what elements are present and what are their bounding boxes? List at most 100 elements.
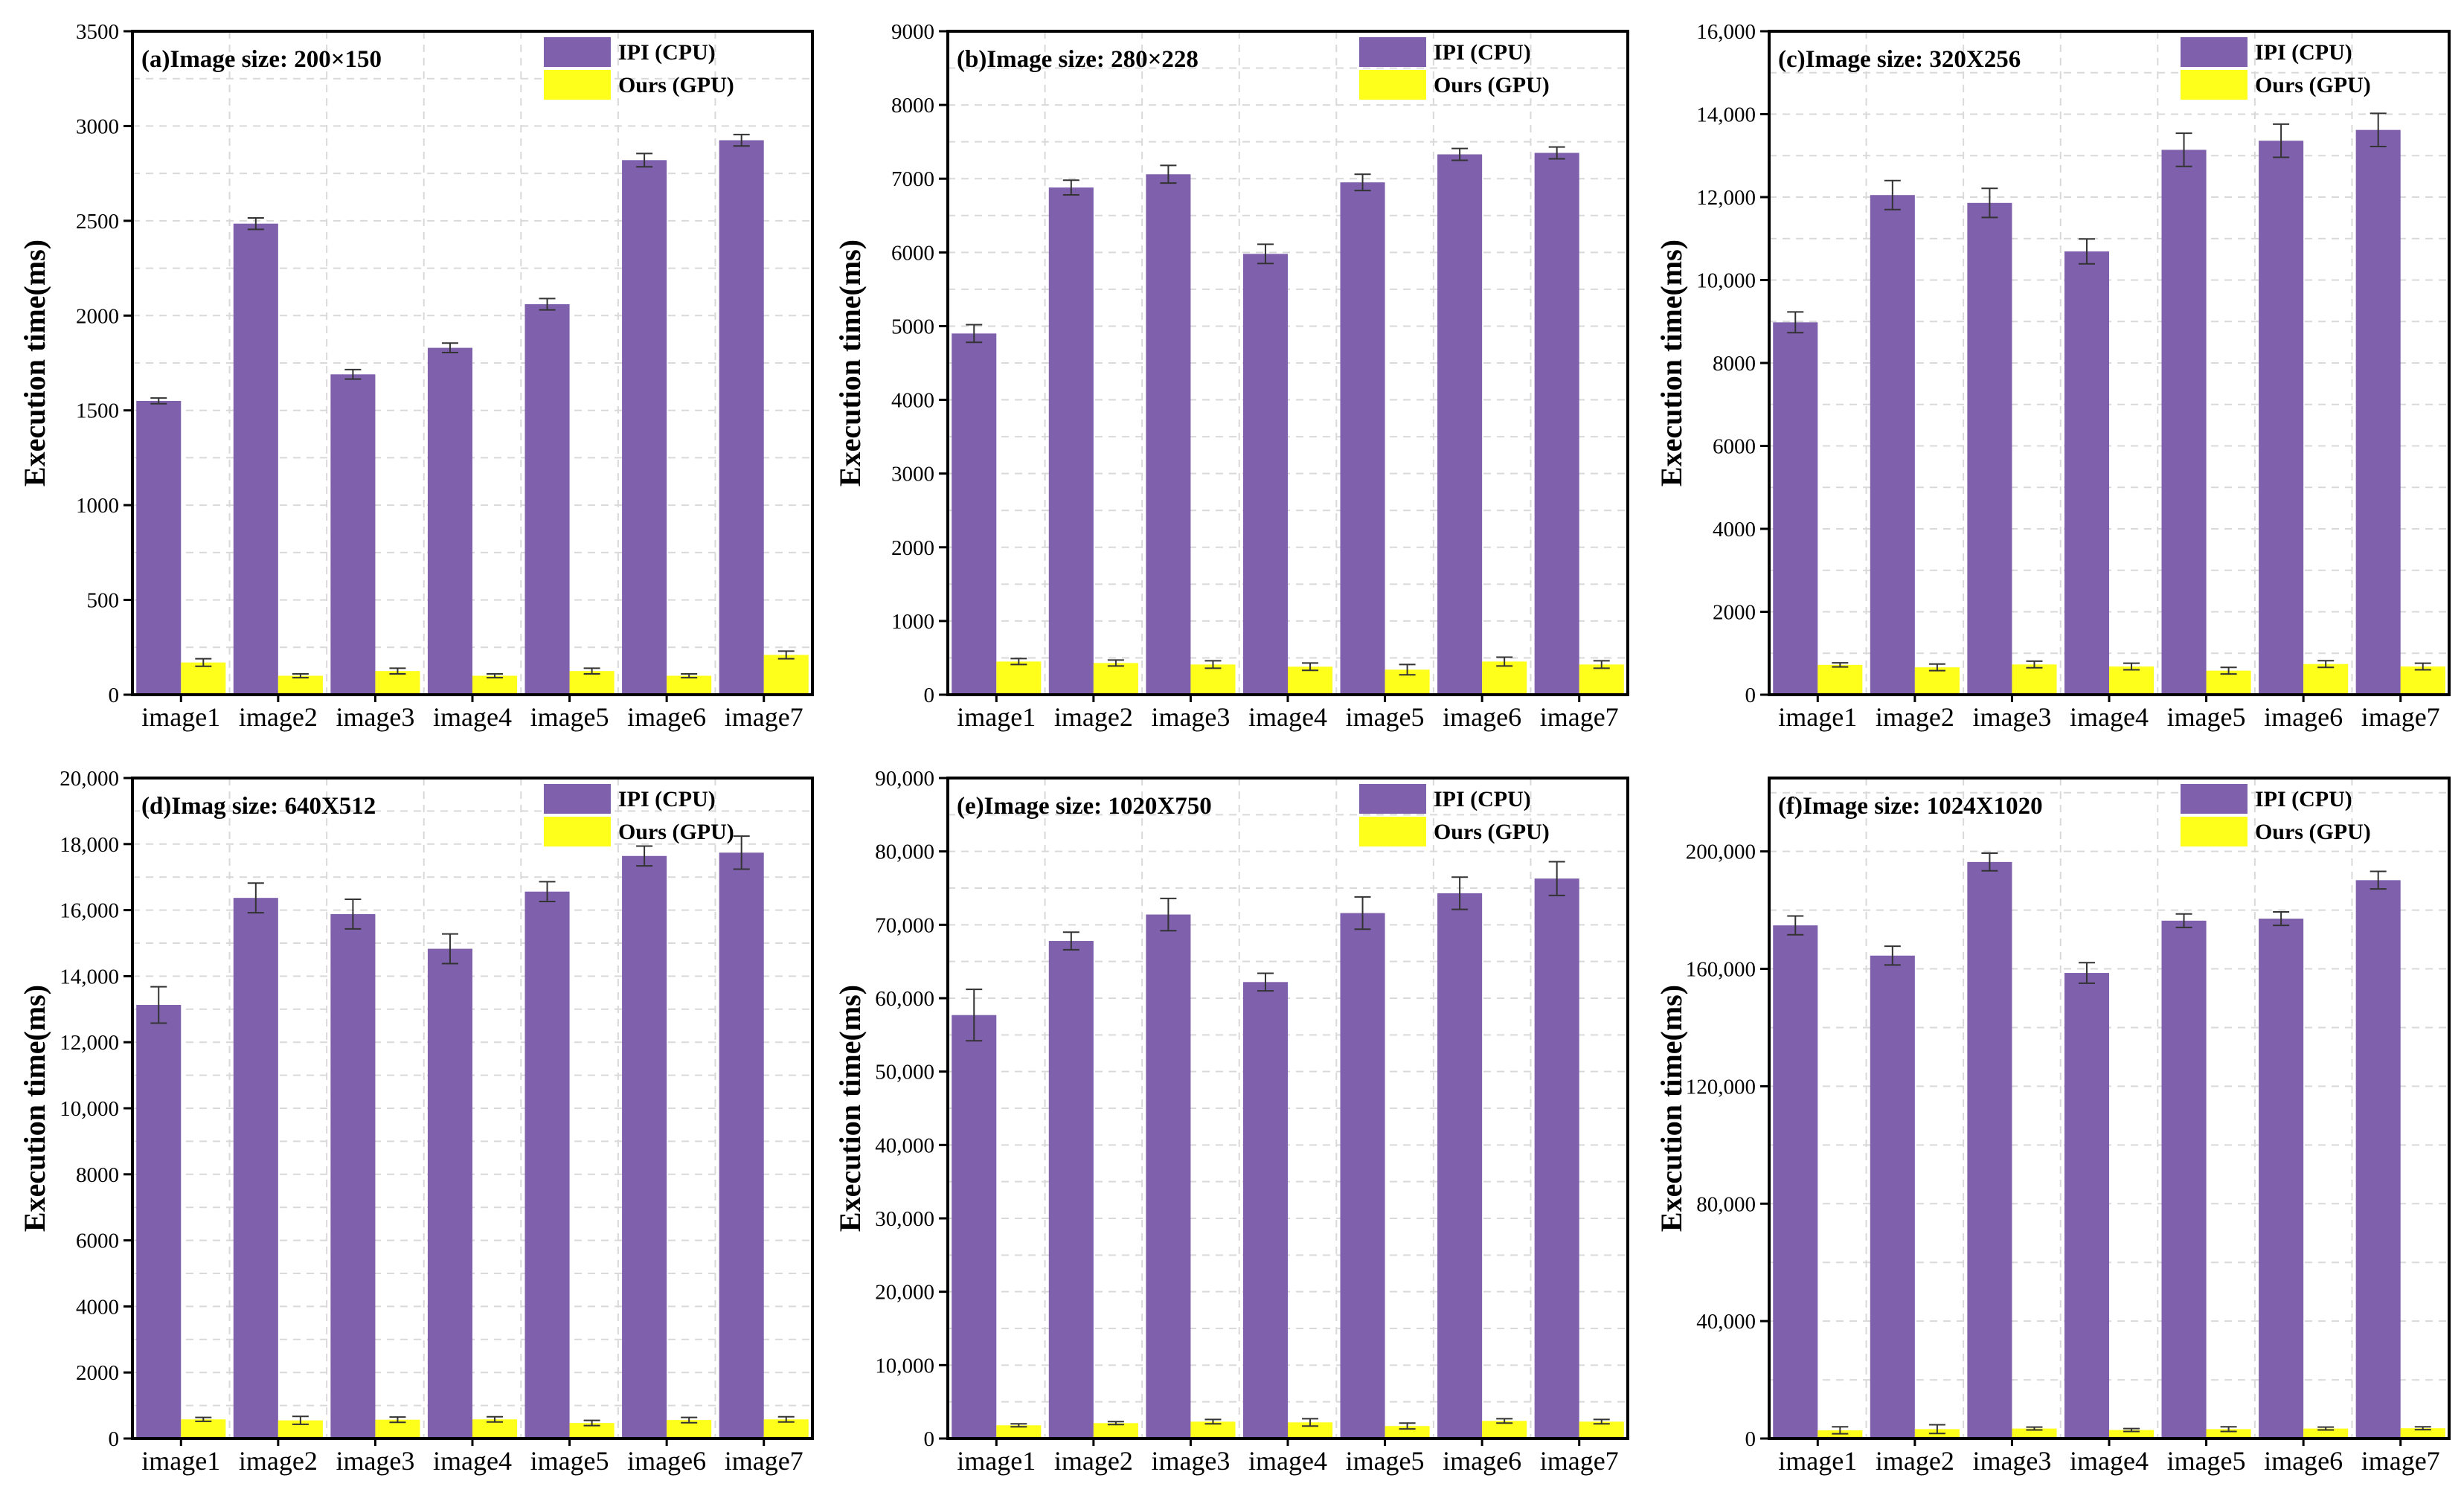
y-tick-label: 0 xyxy=(1745,684,1756,707)
bar-ipi-cpu xyxy=(1967,202,2012,695)
legend-label: IPI (CPU) xyxy=(1434,40,1531,65)
legend-label: IPI (CPU) xyxy=(1434,787,1531,811)
x-tick-label: image7 xyxy=(2361,702,2440,732)
y-tick-label: 16,000 xyxy=(1696,20,1756,44)
bar-ours-gpu xyxy=(1288,1422,1333,1439)
bar-ours-gpu xyxy=(1482,661,1527,695)
x-tick-label: image6 xyxy=(627,702,706,732)
bar-ours-gpu xyxy=(569,671,615,695)
bar-ipi-cpu xyxy=(1048,187,1094,695)
legend-label: Ours (GPU) xyxy=(618,820,734,844)
legend-swatch xyxy=(543,37,611,67)
legend-swatch xyxy=(2180,817,2248,846)
bar-ipi-cpu xyxy=(1534,152,1579,695)
y-tick-label: 0 xyxy=(109,1427,120,1451)
bar-ipi-cpu xyxy=(427,948,472,1439)
x-tick-label: image2 xyxy=(239,702,318,732)
chart-title: (a)Image size: 200×150 xyxy=(141,46,382,73)
x-tick-label: image4 xyxy=(433,1446,512,1476)
chart-panel-5: 0 10,000 20,000 30,000 40,000 50,000 60,000 70,… xyxy=(833,767,1629,1476)
bar-ipi-cpu xyxy=(952,333,997,695)
bar-ipi-cpu xyxy=(1242,982,1288,1439)
legend-label: IPI (CPU) xyxy=(618,787,716,811)
chart-panel-2: 0 1000 2000 3000 4000 5000 6000 7000 8000 9000 ima… xyxy=(833,20,1629,732)
legend-label: IPI (CPU) xyxy=(2255,40,2352,65)
bar-ipi-cpu xyxy=(233,223,278,695)
x-tick-label: image7 xyxy=(725,1446,803,1476)
y-axis-label: Execution time(ms) xyxy=(18,240,51,486)
legend-swatch xyxy=(1358,37,1426,67)
bar-ours-gpu xyxy=(763,655,809,695)
x-tick-label: image3 xyxy=(336,702,414,732)
x-tick-label: image2 xyxy=(1054,1446,1133,1476)
chart-panel-3: 0 2000 4000 6000 8000 10,000 12,000 14,000 16,00… xyxy=(1655,20,2451,732)
bar-ipi-cpu xyxy=(2259,919,2304,1439)
y-tick-label: 120,000 xyxy=(1686,1075,1756,1099)
y-tick-label: 7000 xyxy=(891,167,934,191)
y-axis-label: Execution time(ms) xyxy=(1655,985,1688,1232)
y-tick-label: 500 xyxy=(87,589,120,613)
legend-swatch xyxy=(2180,784,2248,814)
x-tick-label: image3 xyxy=(1972,1446,2051,1476)
bar-ours-gpu xyxy=(1482,1421,1527,1439)
bar-ipi-cpu xyxy=(1242,254,1288,695)
y-tick-label: 4000 xyxy=(891,389,934,413)
legend-label: Ours (GPU) xyxy=(2255,73,2371,97)
x-tick-label: image1 xyxy=(957,1446,1036,1476)
y-tick-label: 0 xyxy=(924,1427,935,1451)
y-tick-label: 0 xyxy=(1745,1427,1756,1451)
legend-label: IPI (CPU) xyxy=(618,40,716,65)
bar-ipi-cpu xyxy=(1773,925,1818,1439)
bar-ours-gpu xyxy=(1579,1421,1624,1439)
legend-label: Ours (GPU) xyxy=(1434,73,1550,97)
y-axis-label: Execution time(ms) xyxy=(18,985,51,1232)
bar-ours-gpu xyxy=(1190,664,1236,695)
x-tick-label: image2 xyxy=(239,1446,318,1476)
bar-ipi-cpu xyxy=(1870,195,1915,695)
y-axis-label: Execution time(ms) xyxy=(833,985,867,1232)
y-tick-label: 40,000 xyxy=(1696,1310,1756,1334)
y-tick-label: 200,000 xyxy=(1686,841,1756,864)
bar-ours-gpu xyxy=(2012,1428,2057,1439)
legend-swatch xyxy=(1358,817,1426,846)
y-tick-label: 12,000 xyxy=(1696,186,1756,210)
x-tick-label: image1 xyxy=(957,702,1036,732)
x-tick-label: image1 xyxy=(141,1446,220,1476)
legend-swatch xyxy=(543,817,611,846)
bar-ipi-cpu xyxy=(1340,913,1385,1439)
y-tick-label: 1000 xyxy=(891,610,934,634)
x-tick-label: image2 xyxy=(1054,702,1133,732)
y-tick-label: 80,000 xyxy=(1696,1192,1756,1216)
y-tick-label: 2000 xyxy=(1713,601,1756,625)
x-tick-label: image7 xyxy=(725,702,803,732)
bar-ours-gpu xyxy=(667,675,712,695)
x-tick-label: image5 xyxy=(1346,702,1425,732)
bar-ours-gpu xyxy=(1385,1426,1430,1439)
y-tick-label: 40,000 xyxy=(875,1134,934,1157)
x-tick-label: image3 xyxy=(1151,1446,1230,1476)
y-tick-label: 10,000 xyxy=(875,1354,934,1378)
y-tick-label: 3000 xyxy=(76,115,119,138)
bar-ipi-cpu xyxy=(2355,880,2401,1439)
y-tick-label: 30,000 xyxy=(875,1207,934,1231)
bar-ours-gpu xyxy=(2400,666,2445,695)
y-tick-label: 2000 xyxy=(76,304,119,328)
y-tick-label: 1000 xyxy=(76,494,119,518)
y-tick-label: 14,000 xyxy=(1696,103,1756,127)
bar-ours-gpu xyxy=(181,662,226,695)
bar-ipi-cpu xyxy=(524,303,570,695)
legend-swatch xyxy=(543,70,611,100)
bar-ipi-cpu xyxy=(622,855,667,1439)
bar-ipi-cpu xyxy=(952,1015,997,1439)
x-tick-label: image1 xyxy=(141,702,220,732)
y-axis-label: Execution time(ms) xyxy=(833,240,867,486)
x-tick-label: image2 xyxy=(1876,1446,1954,1476)
bar-ours-gpu xyxy=(375,671,420,695)
bar-ours-gpu xyxy=(1579,664,1624,695)
x-tick-label: image6 xyxy=(2264,702,2343,732)
y-tick-label: 20,000 xyxy=(875,1281,934,1305)
chart-panel-6: 0 40,000 80,000 120,000 160,000 200,000 image1… xyxy=(1655,777,2451,1476)
y-tick-label: 1500 xyxy=(76,399,119,423)
legend-label: Ours (GPU) xyxy=(1434,820,1550,844)
